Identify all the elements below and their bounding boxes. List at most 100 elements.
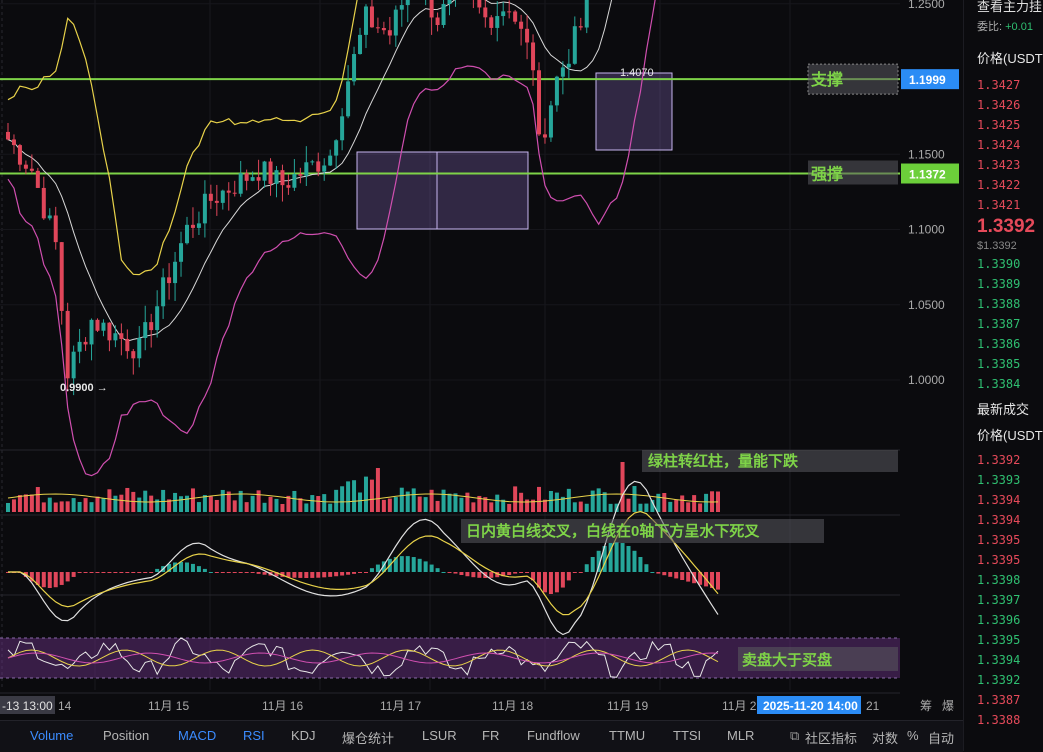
macd-histogram-bar	[638, 557, 643, 572]
asks-row[interactable]: 1.3423	[977, 158, 1021, 172]
trades-row[interactable]: 1.3396	[977, 613, 1021, 627]
indicator-tab-ttsi[interactable]: TTSI	[673, 728, 702, 743]
candle-body	[578, 26, 583, 28]
trades-row[interactable]: 1.3392	[977, 453, 1021, 467]
volume-bar	[584, 503, 589, 512]
candle-body	[477, 0, 482, 8]
asks-row[interactable]: 1.3422	[977, 178, 1021, 192]
bids-row[interactable]: 1.3390	[977, 257, 1021, 271]
price-chart[interactable]: 强压压力关键位支撑强撑 5.9M100.00M绿柱转红柱，量能下跌 0.0500…	[0, 0, 963, 720]
macd-histogram-bar	[119, 572, 124, 573]
macd-histogram-bar	[137, 572, 142, 573]
order-book-title[interactable]: 查看主力挂	[977, 0, 1043, 14]
bids-row[interactable]: 1.3389	[977, 277, 1021, 291]
trades-row[interactable]: 1.3395	[977, 533, 1021, 547]
axis-bg	[900, 0, 963, 720]
bids-row[interactable]: 1.3385	[977, 357, 1021, 371]
macd-histogram-bar	[537, 572, 542, 588]
trades-row[interactable]: 1.3394	[977, 513, 1021, 527]
candle-body	[316, 161, 321, 172]
macd-histogram-bar	[184, 562, 189, 572]
candle-body	[387, 30, 392, 36]
trades-row[interactable]: 1.3397	[977, 593, 1021, 607]
macd-histogram-bar	[143, 572, 148, 573]
low-annotation: 0.9900 →	[60, 382, 108, 394]
asks-row[interactable]: 1.3427	[977, 78, 1021, 92]
macd-histogram-bar	[542, 572, 547, 593]
asks-row[interactable]: 1.3424	[977, 138, 1021, 152]
volume-bar	[167, 499, 172, 512]
macd-histogram-bar	[626, 546, 631, 572]
rsi-line-slow	[7, 652, 719, 664]
trades-price-header: 价格(USDT	[977, 428, 1043, 443]
volume-bar	[429, 489, 434, 512]
trades-row[interactable]: 1.3398	[977, 573, 1021, 587]
level-name: 支撑	[810, 70, 843, 89]
trades-row[interactable]: 1.3388	[977, 713, 1021, 727]
macd-histogram-bar	[179, 562, 184, 572]
volume-bar	[608, 503, 613, 512]
indicator-tab-rsi[interactable]: RSI	[243, 728, 265, 743]
candle-body	[328, 155, 333, 166]
bids-row[interactable]: 1.3387	[977, 317, 1021, 331]
volume-bar	[29, 494, 34, 512]
bids-row[interactable]: 1.3386	[977, 337, 1021, 351]
volume-bar	[340, 486, 345, 512]
macd-histogram-bar	[393, 557, 398, 572]
volume-bar	[525, 499, 530, 512]
trades-row[interactable]: 1.3394	[977, 493, 1021, 507]
volume-bar	[179, 496, 184, 512]
asks-row[interactable]: 1.3421	[977, 198, 1021, 212]
latest-trades-title[interactable]: 最新成交	[977, 402, 1030, 417]
volume-bar	[513, 486, 518, 512]
volume-bar	[292, 490, 297, 512]
volume-bar	[662, 493, 667, 512]
asks-row[interactable]: 1.3426	[977, 98, 1021, 112]
macd-dea-line	[8, 510, 719, 616]
toolbar-option-1[interactable]: 对数	[872, 731, 899, 746]
indicator-tab-fundflow[interactable]: Fundflow	[527, 728, 580, 743]
indicator-tab-fr[interactable]: FR	[482, 728, 500, 743]
macd-histogram-bar	[304, 572, 309, 578]
toolbar-option-0[interactable]: 社区指标	[805, 731, 858, 746]
candle-body	[155, 306, 160, 331]
volume-bar	[190, 488, 195, 512]
volume-bar	[250, 495, 255, 512]
volume-note-bg	[642, 450, 898, 472]
indicator-tab-mlr[interactable]: MLR	[727, 728, 755, 743]
volume-bar	[244, 502, 249, 512]
indicator-tab-爆仓统计[interactable]: 爆仓统计	[342, 731, 395, 746]
bollinger-upper	[7, 0, 358, 276]
macd-note: 日内黄白线交叉，白线在0轴下方呈水下死叉	[466, 522, 760, 540]
volume-bar	[369, 479, 374, 512]
indicator-tab-position[interactable]: Position	[103, 728, 150, 743]
trades-row[interactable]: 1.3395	[977, 553, 1021, 567]
volume-bar	[214, 499, 219, 512]
macd-histogram-bar	[125, 572, 130, 573]
macd-histogram-bar	[149, 572, 154, 573]
volume-bar	[125, 487, 130, 512]
trades-row[interactable]: 1.3394	[977, 653, 1021, 667]
macd-histogram-bar	[256, 572, 261, 574]
trades-row[interactable]: 1.3392	[977, 673, 1021, 687]
trades-row[interactable]: 1.3395	[977, 633, 1021, 647]
macd-histogram-bar	[381, 561, 386, 572]
candle-body	[220, 190, 225, 203]
trades-row[interactable]: 1.3387	[977, 693, 1021, 707]
candle-body	[137, 338, 142, 359]
toolbar-option-3[interactable]: 自动	[928, 731, 955, 746]
bids-row[interactable]: 1.3384	[977, 377, 1021, 391]
indicator-tab-volume[interactable]: Volume	[30, 728, 74, 743]
candle-body	[495, 16, 500, 28]
toolbar-option-2[interactable]: %	[907, 728, 919, 743]
candle-body	[441, 4, 446, 26]
trades-row[interactable]: 1.3393	[977, 473, 1021, 487]
candle-body	[435, 17, 440, 26]
indicator-tab-macd[interactable]: MACD	[178, 728, 217, 743]
indicator-tab-ttmu[interactable]: TTMU	[609, 728, 646, 743]
indicator-tab-lsur[interactable]: LSUR	[422, 728, 457, 743]
asks-row[interactable]: 1.3425	[977, 118, 1021, 132]
community-indicator-icon[interactable]: ⧉	[790, 728, 800, 743]
bids-row[interactable]: 1.3388	[977, 297, 1021, 311]
indicator-tab-kdj[interactable]: KDJ	[291, 728, 316, 743]
